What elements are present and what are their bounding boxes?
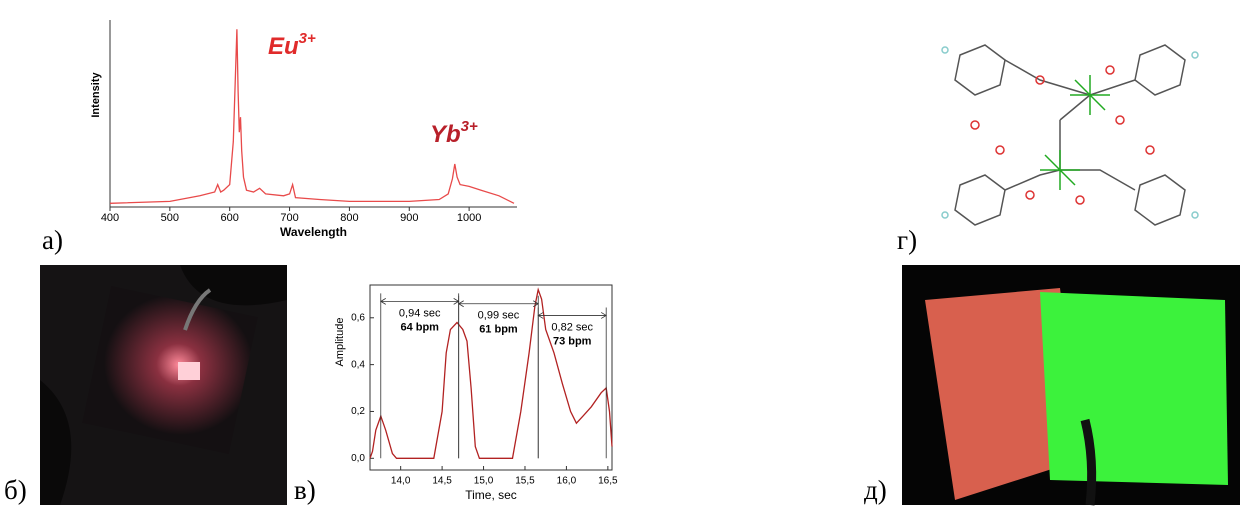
interval-rate: 73 bpm <box>553 335 592 347</box>
molecular-structure <box>941 44 1199 226</box>
interval-time: 0,82 sec <box>551 321 593 333</box>
y-axis-label: Intensity <box>90 72 102 118</box>
y-tick-label: 0,6 <box>351 312 365 323</box>
panel-label: в) <box>294 475 316 505</box>
x-tick-label: 500 <box>161 212 179 224</box>
x-tick-label: 14,5 <box>432 476 452 487</box>
annotation: Eu3+ <box>268 30 316 60</box>
x-tick-label: 15,0 <box>474 476 494 487</box>
plot-frame <box>369 284 613 471</box>
x-tick-label: 15,5 <box>515 476 535 487</box>
device-photo <box>40 265 287 505</box>
x-tick-label: 400 <box>101 212 119 224</box>
x-axis-label: Time, sec <box>465 488 517 502</box>
annotation-sup: 3+ <box>299 30 316 47</box>
interval-time: 0,94 sec <box>399 307 441 319</box>
x-axis-label: Wavelength <box>280 225 347 239</box>
panel-label: д) <box>864 475 887 505</box>
interval-arrow <box>537 312 607 319</box>
x-tick-label: 16,0 <box>557 476 577 487</box>
y-axis-label: Amplitude <box>334 318 346 367</box>
data-line <box>109 29 515 204</box>
data-line <box>369 287 613 459</box>
x-tick-label: 16,5 <box>598 476 618 487</box>
x-tick-label: 1000 <box>457 212 481 224</box>
x-tick-label: 700 <box>280 212 298 224</box>
films-photo <box>902 265 1240 506</box>
panel-label: а) <box>42 225 63 255</box>
x-tick-label: 14,0 <box>391 476 411 487</box>
interval-rate: 61 bpm <box>479 324 518 336</box>
annotation: Yb3+ <box>430 118 478 148</box>
y-tick-label: 0,2 <box>351 406 365 417</box>
panel-label: б) <box>4 475 27 505</box>
interval-rate: 64 bpm <box>400 321 439 333</box>
interval-arrow <box>457 300 540 308</box>
annotation-base: Yb <box>430 121 461 148</box>
panel-label: г) <box>897 225 917 255</box>
x-tick-label: 600 <box>221 212 239 224</box>
y-tick-label: 0,0 <box>351 453 365 464</box>
x-tick-label: 800 <box>340 212 358 224</box>
annotation-sup: 3+ <box>461 118 478 135</box>
x-tick-label: 900 <box>400 212 418 224</box>
annotation-base: Eu <box>268 33 299 60</box>
interval-time: 0,99 sec <box>478 310 520 322</box>
y-tick-label: 0,4 <box>351 359 365 370</box>
interval-arrow <box>379 298 460 305</box>
